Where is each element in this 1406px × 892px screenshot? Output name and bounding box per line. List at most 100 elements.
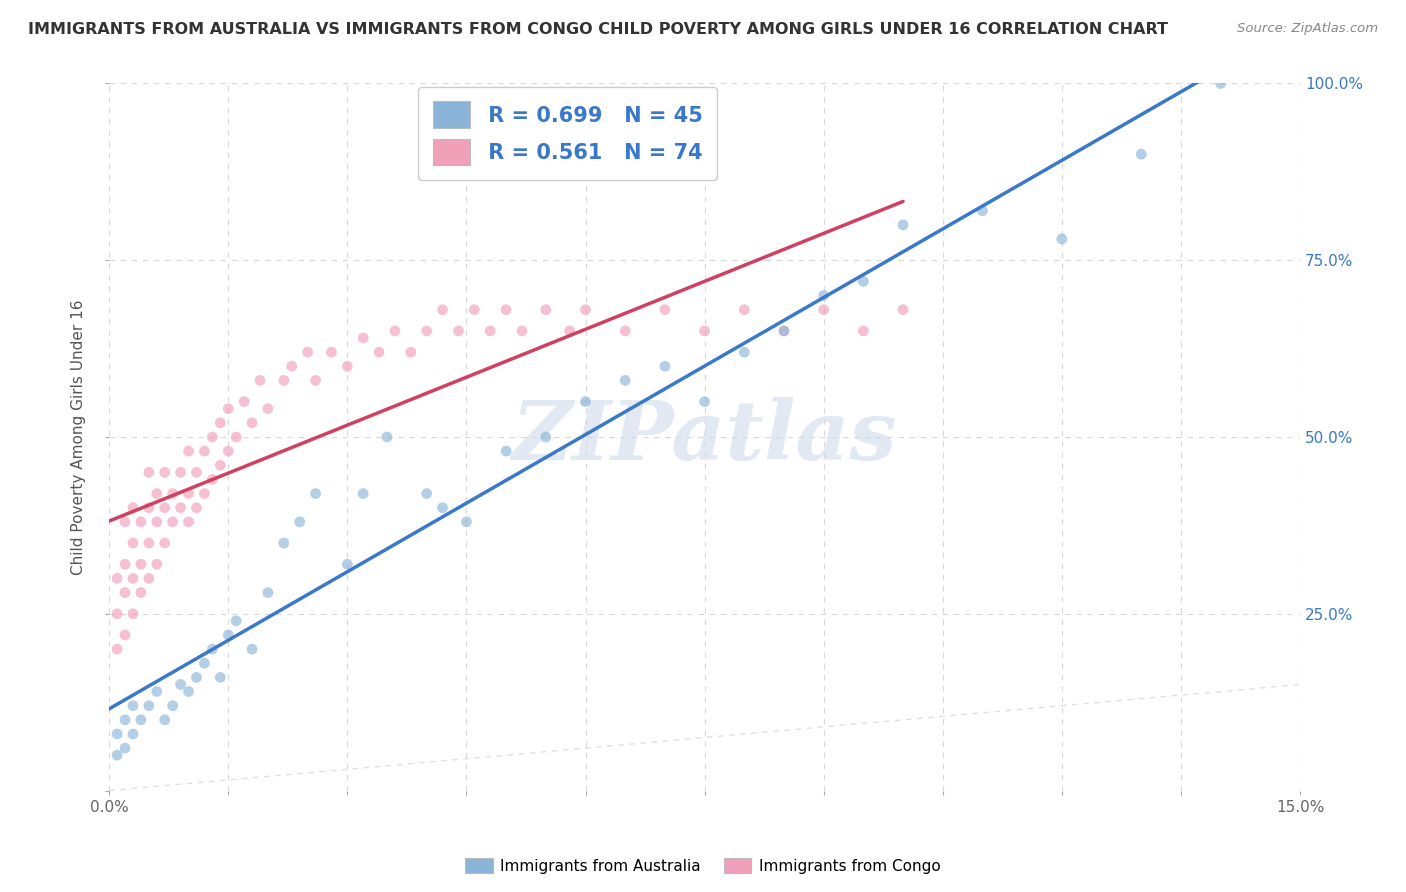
Point [304,486,326,500]
Point [456,515,478,529]
Point [169,677,191,691]
Point [201,472,224,486]
Point [479,324,502,338]
Point [495,302,517,317]
Point [654,302,676,317]
Point [1130,147,1153,161]
Point [105,642,128,657]
Point [399,345,422,359]
Point [654,359,676,374]
Point [146,558,169,572]
Legend:  R = 0.699   N = 45,  R = 0.561   N = 74: R = 0.699 N = 45, R = 0.561 N = 74 [418,87,717,180]
Point [273,373,295,387]
Point [186,670,208,684]
Point [153,500,176,515]
Point [352,331,374,345]
Point [463,302,485,317]
Point [114,585,136,599]
Point [138,466,160,480]
Point [169,466,191,480]
Point [852,324,875,338]
Point [240,642,263,657]
Point [233,394,256,409]
Point [813,302,835,317]
Text: Source: ZipAtlas.com: Source: ZipAtlas.com [1237,22,1378,36]
Point [773,324,796,338]
Point [122,607,145,621]
Point [114,515,136,529]
Point [177,444,200,458]
Point [281,359,304,374]
Point [733,302,755,317]
Point [432,302,454,317]
Point [891,218,914,232]
Point [447,324,470,338]
Point [122,727,145,741]
Point [375,430,398,444]
Point [813,288,835,302]
Point [217,444,239,458]
Point [201,642,224,657]
Point [129,515,152,529]
Point [138,536,160,550]
Point [415,486,437,500]
Point [105,748,128,763]
Point [146,515,169,529]
Point [273,536,295,550]
Point [257,585,280,599]
Point [972,203,994,218]
Point [114,558,136,572]
Point [693,324,716,338]
Text: IMMIGRANTS FROM AUSTRALIA VS IMMIGRANTS FROM CONGO CHILD POVERTY AMONG GIRLS UND: IMMIGRANTS FROM AUSTRALIA VS IMMIGRANTS … [28,22,1168,37]
Point [336,558,359,572]
Point [368,345,391,359]
Point [240,416,263,430]
Point [129,558,152,572]
Point [574,302,596,317]
Point [105,571,128,585]
Point [193,486,215,500]
Point [852,274,875,288]
Point [209,416,232,430]
Point [162,486,184,500]
Point [201,430,224,444]
Point [225,614,247,628]
Point [138,698,160,713]
Point [209,458,232,473]
Point [432,500,454,515]
Point [129,585,152,599]
Point [186,466,208,480]
Point [693,394,716,409]
Point [336,359,359,374]
Point [114,741,136,756]
Point [105,727,128,741]
Point [114,628,136,642]
Point [495,444,517,458]
Point [122,571,145,585]
Point [105,607,128,621]
Point [415,324,437,338]
Point [177,486,200,500]
Legend: Immigrants from Australia, Immigrants from Congo: Immigrants from Australia, Immigrants fr… [460,852,946,880]
Point [169,500,191,515]
Point [217,401,239,416]
Point [384,324,406,338]
Point [574,394,596,409]
Point [614,324,637,338]
Point [1050,232,1073,246]
Point [891,302,914,317]
Point [193,657,215,671]
Y-axis label: Child Poverty Among Girls Under 16: Child Poverty Among Girls Under 16 [72,299,86,574]
Point [225,430,247,444]
Point [114,713,136,727]
Point [153,466,176,480]
Point [1209,77,1232,91]
Point [352,486,374,500]
Point [177,684,200,698]
Point [162,515,184,529]
Point [177,515,200,529]
Point [122,698,145,713]
Point [558,324,581,338]
Point [217,628,239,642]
Point [186,500,208,515]
